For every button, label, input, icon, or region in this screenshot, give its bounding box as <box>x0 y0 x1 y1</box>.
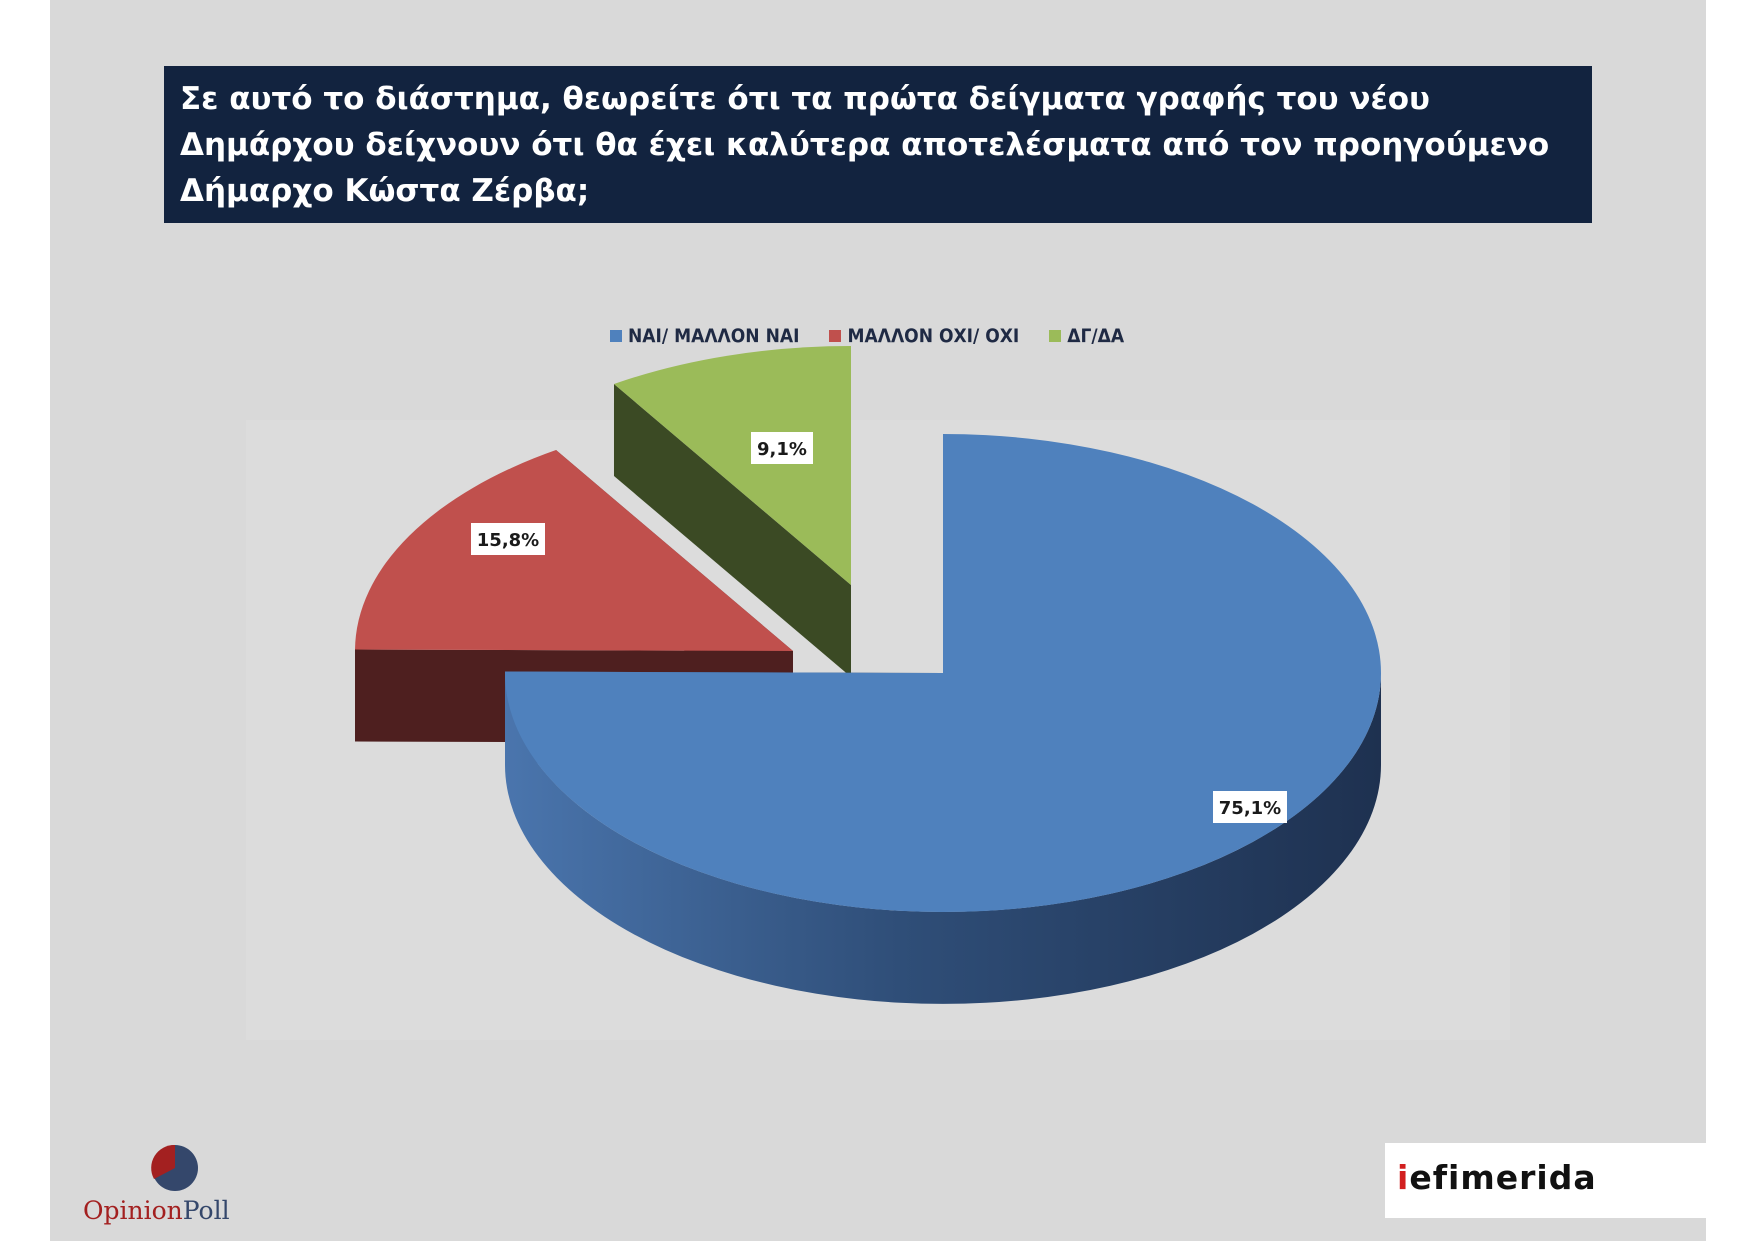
pie-chart: 75,1% 15,8% 9,1% <box>355 346 1381 1004</box>
legend-swatch-no <box>829 330 842 342</box>
chart-legend: ΝΑΙ/ ΜΑΛΛΟΝ ΝΑΙ ΜΑΛΛΟΝ ΟΧΙ/ ΟΧΙ ΔΓ/ΔΑ <box>610 322 1124 350</box>
opinion-poll-logo-icon <box>151 1144 198 1191</box>
iefimerida-logo-text: iefimerida <box>1397 1158 1597 1197</box>
legend-swatch-dont-know <box>1049 330 1062 342</box>
pie-slice-0 <box>504 434 1381 912</box>
legend-item-no: ΜΑΛΛΟΝ ΟΧΙ/ ΟΧΙ <box>829 325 1019 347</box>
slide-background: Σε αυτό το διάστημα, θεωρείτε ότι τα πρώ… <box>50 0 1713 1241</box>
iefimerida-logo-part2: efimerida <box>1409 1158 1597 1197</box>
question-title: Σε αυτό το διάστημα, θεωρείτε ότι τα πρώ… <box>180 81 1550 209</box>
pie-slice-1 <box>355 450 793 651</box>
pie-rim-0 <box>505 673 1381 1004</box>
legend-swatch-yes <box>610 330 622 342</box>
iefimerida-logo: iefimerida <box>1385 1143 1713 1218</box>
data-label-box-0 <box>1213 791 1287 823</box>
pie-wall-start-2 <box>613 384 851 677</box>
legend-item-yes: ΝΑΙ/ ΜΑΛΛΟΝ ΝΑΙ <box>610 325 799 347</box>
iefimerida-logo-part1: i <box>1397 1158 1410 1197</box>
legend-label-no: ΜΑΛΛΟΝ ΟΧΙ/ ΟΧΙ <box>847 325 1020 347</box>
data-label-box-1 <box>471 523 545 555</box>
data-label-1: 15,8% <box>477 530 539 551</box>
opinion-poll-logo-part1: Opinion <box>83 1196 183 1225</box>
question-banner: Σε αυτό το διάστημα, θεωρείτε ότι τα πρώ… <box>164 66 1592 223</box>
opinion-poll-logo-part2: Poll <box>182 1196 230 1225</box>
opinion-poll-logo-text: OpinionPoll <box>83 1196 230 1225</box>
legend-item-dont-know: ΔΓ/ΔΑ <box>1049 325 1124 347</box>
legend-label-dont-know: ΔΓ/ΔΑ <box>1067 325 1125 347</box>
pie-slice-2 <box>613 346 851 585</box>
data-label-2: 9,1% <box>757 439 807 460</box>
legend-label-yes: ΝΑΙ/ ΜΑΛΛΟΝ ΝΑΙ <box>628 325 800 347</box>
data-label-box-2 <box>751 432 813 464</box>
data-label-0: 75,1% <box>1219 798 1281 819</box>
